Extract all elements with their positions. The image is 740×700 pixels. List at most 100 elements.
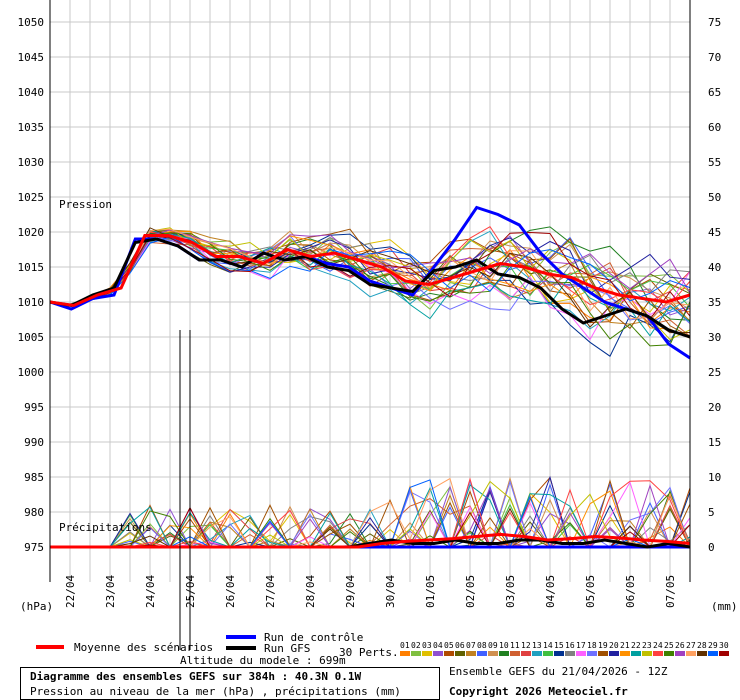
ensemble-run-label: Ensemble GEFS du 21/04/2026 - 12Z [449, 665, 668, 678]
pert-number: 07 [466, 641, 476, 650]
y-tick-label-right: 50 [708, 191, 721, 204]
x-tick-label: 07/05 [664, 575, 677, 608]
pert-color-swatch [664, 651, 674, 656]
pert-color-swatch [598, 651, 608, 656]
x-tick-label: 24/04 [144, 575, 157, 608]
y-tick-label-left: 1020 [18, 226, 45, 239]
y-tick-label-left: 1025 [18, 191, 45, 204]
y-tick-label-right: 10 [708, 471, 721, 484]
pert-number: 10 [499, 641, 509, 650]
x-tick-label: 30/04 [384, 575, 397, 608]
y-tick-label-left: 1040 [18, 86, 45, 99]
pert-color-swatch [510, 651, 520, 656]
y-tick-label-left: 1010 [18, 296, 45, 309]
pert-number: 17 [576, 641, 586, 650]
y-axis-unit-right: (mm) [711, 600, 738, 613]
y-tick-label-right: 35 [708, 296, 721, 309]
y-tick-label-right: 55 [708, 156, 721, 169]
pert-number: 13 [532, 641, 542, 650]
pert-color-swatch [620, 651, 630, 656]
legend-control-label: Run de contrôle [264, 631, 363, 644]
perturbation-pressure-line [49, 227, 691, 334]
x-tick-label: 02/05 [464, 575, 477, 608]
y-tick-label-right: 65 [708, 86, 721, 99]
pert-color-swatch [565, 651, 575, 656]
pert-color-swatch [631, 651, 641, 656]
pert-number: 28 [697, 641, 707, 650]
pert-color-swatch [554, 651, 564, 656]
pert-number: 25 [664, 641, 674, 650]
pert-color-swatch [466, 651, 476, 656]
pressure-label: Pression [59, 198, 112, 211]
pert-color-swatch [433, 651, 443, 656]
pert-number: 14 [543, 641, 553, 650]
y-tick-label-right: 20 [708, 401, 721, 414]
perturbation-pressure-line [49, 229, 691, 306]
pert-number: 27 [686, 641, 696, 650]
y-tick-label-right: 0 [708, 541, 715, 554]
y-tick-label-right: 30 [708, 331, 721, 344]
pert-number: 23 [642, 641, 652, 650]
altitude-label: Altitude du modele : 699m [180, 654, 346, 667]
pert-color-swatch [488, 651, 498, 656]
gfs-series-line [49, 237, 691, 339]
perturbation-pressure-line [49, 230, 691, 306]
pert-number: 03 [422, 641, 432, 650]
pert-number: 30 [719, 641, 729, 650]
pert-number: 16 [565, 641, 575, 650]
pert-number: 11 [510, 641, 520, 650]
pert-color-swatch [411, 651, 421, 656]
pert-color-swatch [477, 651, 487, 656]
y-tick-label-right: 25 [708, 366, 721, 379]
pert-color-swatch [686, 651, 696, 656]
pert-color-swatch [708, 651, 718, 656]
title-box: Diagramme des ensembles GEFS sur 384h : … [20, 667, 440, 700]
chart-title: Diagramme des ensembles GEFS sur 384h : … [30, 670, 362, 683]
y-tick-label-left: 975 [24, 541, 44, 554]
pert-number: 09 [488, 641, 498, 650]
chart-subtitle: Pression au niveau de la mer (hPa) , pré… [30, 685, 401, 698]
pert-color-swatch [609, 651, 619, 656]
y-tick-label-right: 5 [708, 506, 715, 519]
pert-number: 02 [411, 641, 421, 650]
perturbation-pressure-line [49, 240, 691, 337]
pert-color-swatch [400, 651, 410, 656]
y-tick-label-right: 45 [708, 226, 721, 239]
pert-color-swatch [697, 651, 707, 656]
pert-color-swatch [543, 651, 553, 656]
x-tick-label: 04/05 [544, 575, 557, 608]
mean-precip-line [50, 532, 691, 549]
perturbation-pressure-line [49, 236, 691, 307]
perturbation-pressure-line [49, 229, 691, 337]
y-tick-label-right: 60 [708, 121, 721, 134]
pert-color-swatch [719, 651, 729, 656]
pert-color-swatch [499, 651, 509, 656]
pert-color-swatch [653, 651, 663, 656]
mean-series-line [49, 234, 691, 308]
pert-number: 29 [708, 641, 718, 650]
pert-number: 22 [631, 641, 641, 650]
y-tick-label-left: 1005 [18, 331, 45, 344]
y-tick-label-left: 1035 [18, 121, 45, 134]
legend-perts-label: 30 Perts. [339, 646, 399, 659]
pert-number: 18 [587, 641, 597, 650]
pert-number: 24 [653, 641, 663, 650]
pert-number: 06 [455, 641, 465, 650]
x-tick-label: 01/05 [424, 575, 437, 608]
x-tick-label: 29/04 [344, 575, 357, 608]
x-tick-label: 05/05 [584, 575, 597, 608]
pert-number: 12 [521, 641, 531, 650]
y-tick-label-left: 1015 [18, 261, 45, 274]
copyright-label: Copyright 2026 Meteociel.fr [449, 685, 628, 698]
x-tick-label: 03/05 [504, 575, 517, 608]
legend-mean-label: Moyenne des scénarios [74, 641, 213, 654]
pert-number: 20 [609, 641, 619, 650]
y-tick-label-left: 995 [24, 401, 44, 414]
y-tick-label-left: 985 [24, 471, 44, 484]
pert-number: 01 [400, 641, 410, 650]
y-tick-label-right: 75 [708, 16, 721, 29]
pert-color-swatch [444, 651, 454, 656]
y-tick-label-left: 1000 [18, 366, 45, 379]
y-tick-label-left: 1050 [18, 16, 45, 29]
